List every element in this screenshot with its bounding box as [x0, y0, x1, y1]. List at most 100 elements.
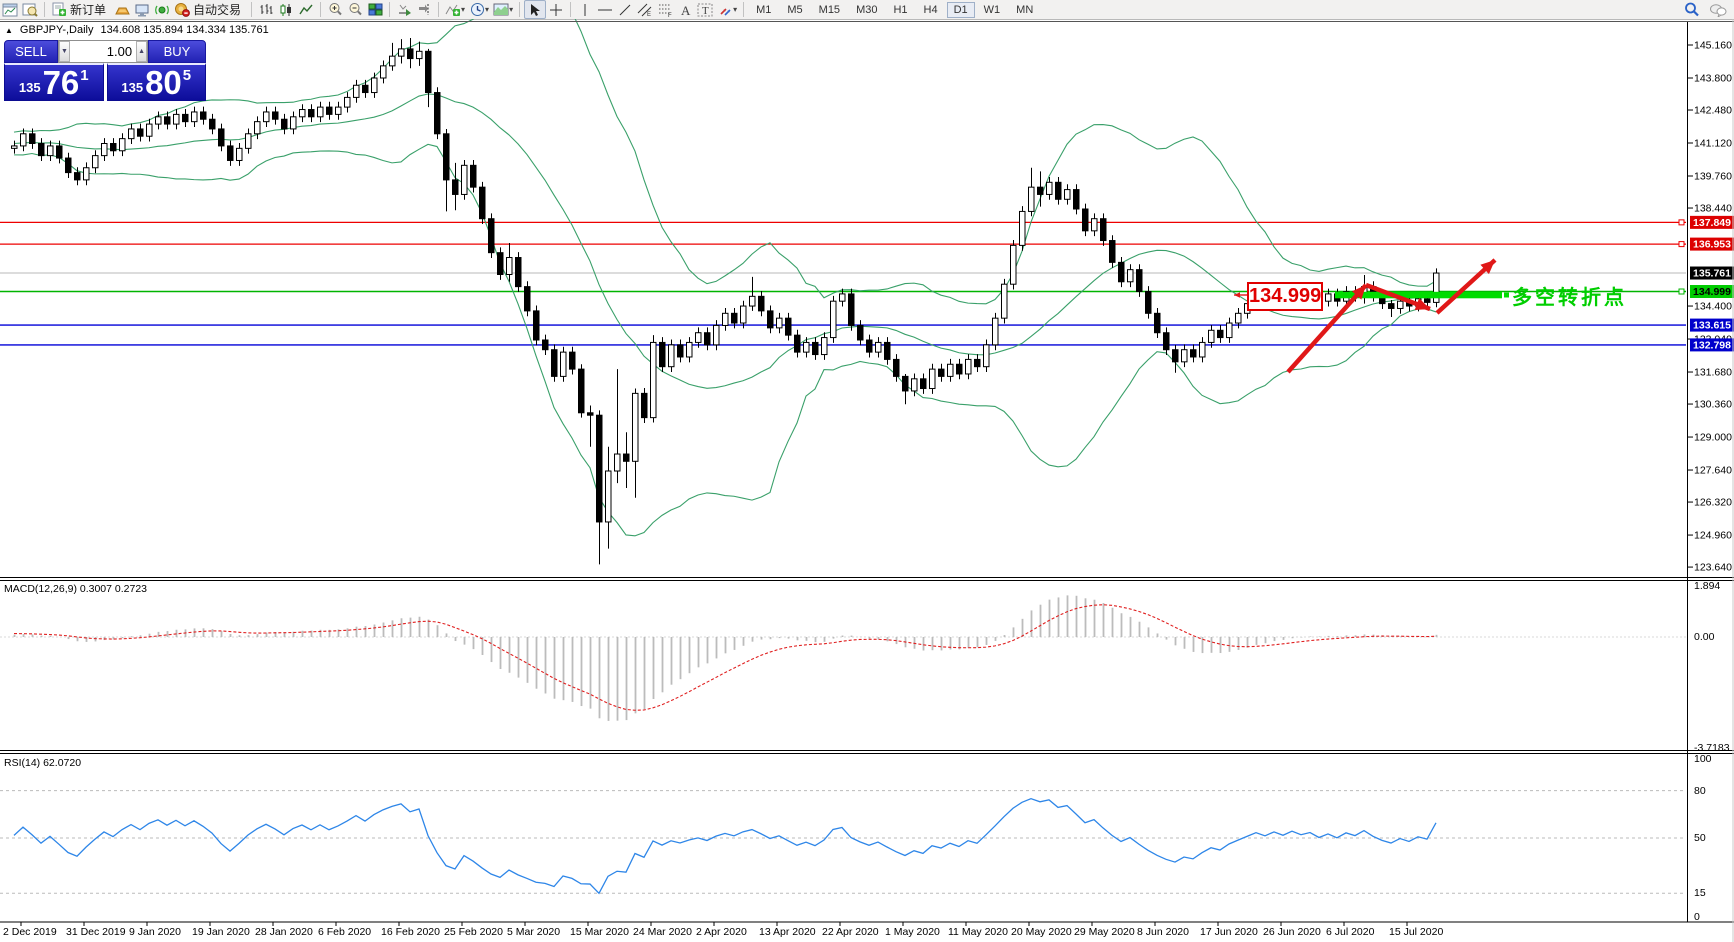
x-axis-label: 31 Dec 2019 [66, 926, 126, 938]
profiles-icon[interactable] [20, 1, 40, 18]
volume-increase-button[interactable]: ▲ [136, 41, 147, 62]
bollinger-upper-band [13, 19, 1437, 305]
macd-axis-label: 0.00 [1694, 631, 1715, 643]
autotrading-button[interactable]: 自动交易 [193, 3, 242, 17]
bollinger-middle-band [13, 93, 1437, 389]
timeframe-h1[interactable]: H1 [893, 3, 908, 16]
chat-icon[interactable] [1708, 1, 1728, 18]
price-axis[interactable]: 145.160 143.800 142.480 141.120 139.760 138.4… [1688, 40, 1734, 574]
indicators-dropdown-caret[interactable]: ▾ [461, 5, 466, 14]
templates-icon[interactable] [491, 1, 511, 18]
line-chart-mode-icon[interactable] [296, 1, 316, 18]
sell-button[interactable]: SELL [4, 40, 58, 63]
timeframe-w1[interactable]: W1 [983, 3, 1001, 16]
gold-ingot-icon[interactable] [112, 1, 132, 18]
signals-icon[interactable] [152, 1, 172, 18]
zoom-in-icon[interactable] [325, 1, 345, 18]
timeframe-d1[interactable]: D1 [946, 1, 975, 18]
new-order-icon[interactable] [49, 1, 69, 18]
x-axis-label: 13 Apr 2020 [759, 926, 816, 938]
arrows-dropdown-caret[interactable]: ▾ [733, 5, 738, 14]
text-label-tool-icon[interactable]: T [695, 1, 715, 18]
chart-shift-icon[interactable] [414, 1, 434, 18]
svg-text:A: A [681, 3, 691, 17]
sell-price-display[interactable]: 135 76 1 [4, 63, 104, 101]
x-axis-label: 26 Jun 2020 [1263, 926, 1321, 938]
macd-indicator-label: MACD(12,26,9) 0.3007 0.2723 [4, 583, 148, 595]
rsi-axis-label: 50 [1694, 832, 1706, 844]
y-axis-tick: 129.000 [1694, 432, 1732, 444]
text-tool-icon[interactable]: A [675, 1, 695, 18]
bar-chart-mode-icon[interactable] [256, 1, 276, 18]
vertical-line-tool-icon[interactable] [575, 1, 595, 18]
buy-price-prefix: 135 [121, 80, 144, 95]
sell-price-prefix: 135 [18, 80, 41, 95]
equidistant-channel-tool-icon[interactable]: E [635, 1, 655, 18]
annotation-arrows-layer[interactable] [1234, 258, 1509, 374]
data-window-icon[interactable] [132, 1, 152, 18]
price-badge-value: 136.953 [1693, 239, 1731, 251]
indicators-icon[interactable] [443, 1, 463, 18]
search-icon[interactable] [1682, 1, 1702, 18]
x-axis-label: 8 Jun 2020 [1137, 926, 1189, 938]
toolbar-separator [438, 2, 440, 17]
toolbar-separator [519, 2, 521, 17]
symbol-period-text: GBPJPY-,Daily [19, 24, 94, 36]
cursor-tool-icon[interactable] [524, 0, 547, 19]
timeframe-m30[interactable]: M30 [856, 3, 878, 16]
auto-scroll-icon[interactable] [394, 1, 414, 18]
volume-input[interactable] [69, 41, 137, 62]
fibonacci-tool-icon[interactable]: F [655, 1, 675, 18]
x-axis-label: 15 Mar 2020 [570, 926, 629, 938]
arrows-tool-icon[interactable] [715, 1, 735, 18]
timeframe-group: M1 M5 M15 M30 H1 H4 D1 W1 MN [748, 1, 1041, 18]
ohlc-values-text: 134.608 135.894 134.334 135.761 [100, 24, 269, 36]
volume-decrease-button[interactable]: ▼ [59, 41, 70, 62]
y-axis-tick: 138.440 [1694, 203, 1732, 215]
new-chart-icon[interactable] [0, 1, 20, 18]
svg-text:F: F [668, 13, 672, 17]
tile-windows-icon[interactable] [365, 1, 385, 18]
crosshair-tool-icon[interactable] [546, 1, 566, 18]
rsi-line [13, 797, 1437, 895]
toolbar: 新订单 自动交易 [0, 0, 1734, 20]
templates-dropdown-caret[interactable]: ▾ [509, 5, 514, 14]
svg-text:T: T [702, 5, 709, 17]
x-axis-label: 15 Jul 2020 [1389, 926, 1443, 938]
y-axis-tick: 124.960 [1694, 530, 1732, 542]
periods-dropdown-caret[interactable]: ▾ [485, 5, 490, 14]
autotrading-icon[interactable] [172, 1, 192, 18]
turning-point-annotation-text[interactable]: 多空转折点 [1512, 287, 1627, 309]
chart-symbol-label: ▲ GBPJPY-,Daily 134.608 135.894 134.334 … [5, 24, 269, 36]
y-axis-tick: 139.760 [1694, 171, 1732, 183]
x-axis-label: 20 May 2020 [1011, 926, 1072, 938]
candlestick-mode-icon[interactable] [276, 1, 296, 18]
timeframe-m15[interactable]: M15 [818, 3, 841, 16]
trendline-tool-icon[interactable] [615, 1, 635, 18]
buy-price-display[interactable]: 135 80 5 [106, 63, 206, 101]
price-badge [1690, 215, 1734, 229]
buy-button[interactable]: BUY [148, 40, 206, 63]
zoom-out-icon[interactable] [345, 1, 365, 18]
expand-triangle-icon[interactable]: ▲ [5, 25, 13, 35]
horizontal-line-tool-icon[interactable] [595, 1, 615, 18]
y-axis-tick: 123.640 [1694, 562, 1732, 574]
price-annotation-box[interactable]: 134.999 [1247, 282, 1323, 311]
toolbar-separator [743, 2, 745, 17]
timeframe-m5[interactable]: M5 [787, 3, 803, 16]
x-axis-label: 28 Jan 2020 [255, 926, 313, 938]
rsi-axis-label: 0 [1694, 911, 1700, 923]
price-badge [1690, 338, 1734, 352]
timeframe-h4[interactable]: H4 [923, 3, 938, 16]
x-axis-label: 5 Mar 2020 [507, 926, 560, 938]
rsi-axis-label: 80 [1694, 785, 1706, 797]
timeframe-mn[interactable]: MN [1016, 3, 1034, 16]
periods-icon[interactable] [467, 1, 487, 18]
time-axis[interactable]: 2 Dec 2019 31 Dec 2019 9 Jan 2020 19 Jan 20… [3, 922, 1443, 938]
x-axis-label: 11 May 2020 [948, 926, 1008, 938]
price-badge-value: 132.798 [1693, 339, 1731, 351]
chart-canvas[interactable]: 145.160 143.800 142.480 141.120 139.760 138.4… [0, 19, 1734, 942]
hline-objects-layer[interactable] [0, 219, 1686, 346]
timeframe-m1[interactable]: M1 [756, 3, 772, 16]
new-order-button[interactable]: 新订单 [70, 3, 107, 17]
